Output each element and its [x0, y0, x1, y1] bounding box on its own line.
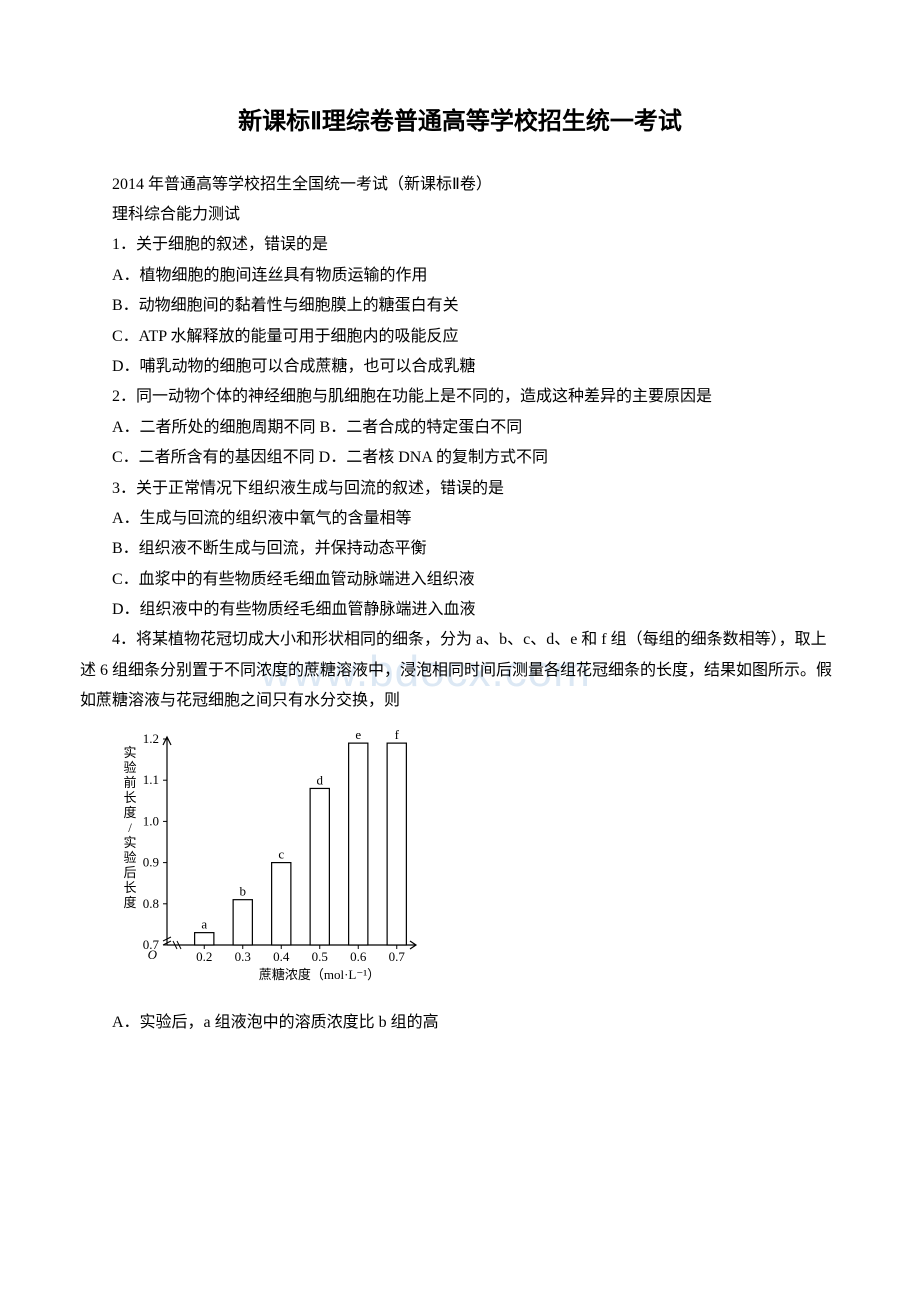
svg-text:前: 前	[123, 775, 136, 790]
svg-text:实: 实	[123, 835, 136, 850]
svg-text:O: O	[148, 947, 158, 962]
svg-text:度: 度	[123, 805, 136, 820]
svg-text:d: d	[317, 772, 324, 787]
doc-title: 新课标Ⅱ理综卷普通高等学校招生统一考试	[80, 100, 840, 146]
svg-text:1.0: 1.0	[143, 813, 159, 828]
intro-line-2: 理科综合能力测试	[80, 200, 840, 230]
svg-text:后: 后	[123, 865, 136, 880]
svg-text:0.4: 0.4	[273, 949, 290, 964]
q1-opt-c: C．ATP 水解释放的能量可用于细胞内的吸能反应	[80, 322, 840, 352]
svg-text:0.3: 0.3	[235, 949, 251, 964]
q3-opt-a: A．生成与回流的组织液中氧气的含量相等	[80, 504, 840, 534]
intro-line-1: 2014 年普通高等学校招生全国统一考试（新课标Ⅱ卷）	[80, 170, 840, 200]
bar-chart-svg: 0.7 0.8 0.9 1.0 1.1 1.2 Oa 0.2 b 0.3 c 0.4 d 0.5 e 0.6 f…	[112, 727, 432, 987]
q4-stem: 4．将某植物花冠切成大小和形状相同的细条，分为 a、b、c、d、e 和 f 组（…	[80, 625, 840, 716]
q3-stem: 3．关于正常情况下组织液生成与回流的叙述，错误的是	[80, 474, 840, 504]
svg-text:f: f	[395, 727, 400, 742]
q1-opt-a: A．植物细胞的胞间连丝具有物质运输的作用	[80, 261, 840, 291]
svg-text:长: 长	[123, 880, 136, 895]
svg-text:e: e	[355, 727, 361, 742]
svg-text:验: 验	[123, 850, 136, 865]
svg-text:1.1: 1.1	[143, 772, 159, 787]
q2-opt-cd: C．二者所含有的基因组不同 D．二者核 DNA 的复制方式不同	[80, 443, 840, 473]
q4-chart: 0.7 0.8 0.9 1.0 1.1 1.2 Oa 0.2 b 0.3 c 0.4 d 0.5 e 0.6 f…	[112, 727, 840, 998]
svg-text:长: 长	[123, 790, 136, 805]
q1-opt-b: B．动物细胞间的黏着性与细胞膜上的糖蛋白有关	[80, 291, 840, 321]
q3-opt-d: D．组织液中的有些物质经毛细血管静脉端进入血液	[80, 595, 840, 625]
q2-opt-ab: A．二者所处的细胞周期不同 B．二者合成的特定蛋白不同	[80, 413, 840, 443]
svg-text:/: /	[128, 820, 132, 835]
q4-opt-a: A．实验后，a 组液泡中的溶质浓度比 b 组的高	[80, 1008, 840, 1038]
svg-text:蔗糖浓度（mol·L⁻¹）: 蔗糖浓度（mol·L⁻¹）	[259, 967, 380, 982]
svg-text:0.8: 0.8	[143, 895, 159, 910]
svg-text:度: 度	[123, 895, 136, 910]
svg-text:a: a	[201, 916, 207, 931]
svg-text:1.2: 1.2	[143, 731, 159, 746]
q1-opt-d: D．哺乳动物的细胞可以合成蔗糖，也可以合成乳糖	[80, 352, 840, 382]
svg-text:实: 实	[123, 745, 136, 760]
svg-text:0.7: 0.7	[389, 949, 406, 964]
svg-text:0.9: 0.9	[143, 854, 159, 869]
q2-stem: 2．同一动物个体的神经细胞与肌细胞在功能上是不同的，造成这种差异的主要原因是	[80, 382, 840, 412]
q3-opt-c: C．血浆中的有些物质经毛细血管动脉端进入组织液	[80, 565, 840, 595]
q3-opt-b: B．组织液不断生成与回流，并保持动态平衡	[80, 534, 840, 564]
svg-text:c: c	[278, 846, 284, 861]
svg-text:验: 验	[123, 760, 136, 775]
svg-text:b: b	[240, 883, 247, 898]
q1-stem: 1．关于细胞的叙述，错误的是	[80, 230, 840, 260]
svg-text:0.5: 0.5	[312, 949, 328, 964]
svg-text:0.2: 0.2	[196, 949, 212, 964]
svg-text:0.6: 0.6	[350, 949, 367, 964]
